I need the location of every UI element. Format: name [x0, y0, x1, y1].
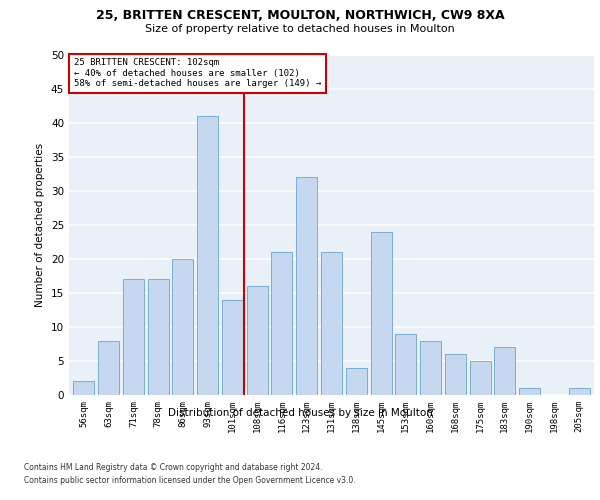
Text: 25 BRITTEN CRESCENT: 102sqm
← 40% of detached houses are smaller (102)
58% of se: 25 BRITTEN CRESCENT: 102sqm ← 40% of det… [74, 58, 321, 88]
Bar [395, 334, 416, 395]
Bar [569, 388, 590, 395]
Bar [445, 354, 466, 395]
Bar [123, 280, 144, 395]
Bar [197, 116, 218, 395]
Text: Contains public sector information licensed under the Open Government Licence v3: Contains public sector information licen… [24, 476, 356, 485]
Bar [346, 368, 367, 395]
Bar [371, 232, 392, 395]
Bar [470, 361, 491, 395]
Bar [73, 382, 94, 395]
Bar [98, 340, 119, 395]
Text: Distribution of detached houses by size in Moulton: Distribution of detached houses by size … [167, 408, 433, 418]
Bar [247, 286, 268, 395]
Text: 25, BRITTEN CRESCENT, MOULTON, NORTHWICH, CW9 8XA: 25, BRITTEN CRESCENT, MOULTON, NORTHWICH… [95, 9, 505, 22]
Bar [296, 178, 317, 395]
Bar [222, 300, 243, 395]
Text: Contains HM Land Registry data © Crown copyright and database right 2024.: Contains HM Land Registry data © Crown c… [24, 462, 323, 471]
Y-axis label: Number of detached properties: Number of detached properties [35, 143, 46, 307]
Bar [494, 348, 515, 395]
Bar [420, 340, 441, 395]
Bar [321, 252, 342, 395]
Bar [148, 280, 169, 395]
Bar [172, 259, 193, 395]
Text: Size of property relative to detached houses in Moulton: Size of property relative to detached ho… [145, 24, 455, 34]
Bar [271, 252, 292, 395]
Bar [519, 388, 540, 395]
